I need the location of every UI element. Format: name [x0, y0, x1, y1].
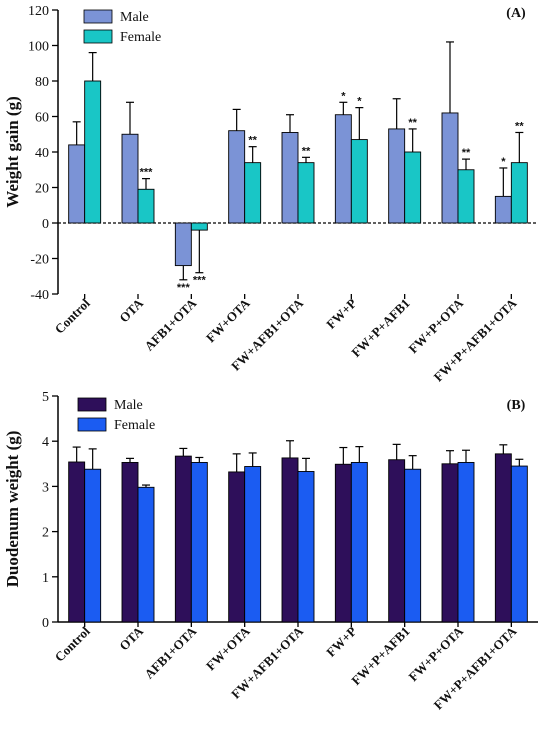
bar-female — [137, 188, 155, 224]
bar-male — [494, 453, 512, 623]
legend-label-male: Male — [120, 10, 149, 25]
y-tick-label: 20 — [35, 182, 49, 197]
bar-male — [334, 114, 352, 224]
legend-label-female: Female — [120, 30, 161, 45]
bar-male — [441, 112, 459, 224]
bar-male — [334, 463, 352, 623]
legend-swatch-male — [83, 9, 113, 24]
significance-label: * — [341, 90, 346, 102]
legend-label-male: Male — [114, 398, 143, 413]
bar-female — [510, 465, 528, 623]
y-tick-label: 1 — [42, 571, 49, 586]
y-axis-title: Duodenum weight (g) — [3, 431, 22, 588]
bar-male — [228, 130, 246, 224]
bar-male — [121, 461, 139, 623]
bar-male — [281, 457, 299, 623]
x-tick-label: Control — [52, 623, 93, 664]
x-tick-label: Control — [52, 295, 93, 336]
y-tick-label: 40 — [35, 146, 49, 161]
y-tick-label: -40 — [30, 288, 49, 303]
legend-swatch-male — [77, 397, 107, 412]
bar-female — [404, 151, 422, 224]
significance-label: *** — [140, 167, 154, 179]
x-tick-label: AFB1+OTA — [141, 295, 199, 353]
x-tick-label: OTA — [116, 295, 146, 325]
significance-label: ** — [462, 147, 471, 159]
bar-male — [494, 195, 512, 224]
bar-male — [174, 455, 192, 623]
significance-label: * — [357, 96, 362, 108]
significance-label: ** — [302, 145, 311, 157]
significance-label: *** — [177, 282, 191, 294]
y-tick-label: 0 — [42, 616, 49, 631]
chart-panel-a: -40 -20 0 20 40 60 80 100 120 Weight gain (g) (A) C… — [3, 4, 538, 384]
bar-male — [281, 132, 299, 224]
bar-female — [244, 162, 262, 224]
bar-female — [84, 80, 102, 224]
bar-female — [137, 486, 155, 623]
panel-label: (A) — [506, 6, 526, 21]
bar-female — [190, 222, 208, 231]
x-tick-label: FW+P — [323, 295, 359, 331]
y-tick-label: 2 — [42, 526, 49, 541]
bar-male — [68, 144, 86, 224]
chart-panel-b: 0 1 2 3 4 5 Duodenum weight (g) (B) Control OTAAF… — [3, 390, 538, 712]
bar-female — [297, 162, 315, 224]
bar-male — [174, 222, 192, 267]
panel-label: (B) — [507, 398, 526, 413]
significance-label: ** — [408, 117, 417, 129]
bar-female — [190, 461, 208, 623]
bar-male — [228, 471, 246, 623]
bar-female — [84, 468, 102, 623]
bar-female — [350, 461, 368, 623]
y-tick-label: 5 — [42, 390, 49, 405]
bar-female — [244, 466, 262, 623]
bar-female — [510, 162, 528, 224]
y-tick-label: 60 — [35, 111, 49, 126]
y-tick-label: -20 — [30, 253, 49, 268]
bar-male — [441, 463, 459, 623]
y-axis-title: Weight gain (g) — [3, 96, 22, 207]
significance-label: * — [501, 156, 506, 168]
bar-female — [457, 461, 475, 623]
bar-female — [350, 139, 368, 224]
y-tick-label: 120 — [28, 4, 49, 19]
bar-male — [388, 459, 406, 623]
bar-male — [121, 133, 139, 224]
bar-female — [404, 468, 422, 623]
bar-male — [68, 461, 86, 623]
significance-label: *** — [193, 275, 207, 287]
x-tick-label: FW+OTA — [203, 295, 253, 345]
y-tick-label: 3 — [42, 480, 49, 495]
y-tick-label: 100 — [28, 40, 49, 55]
x-tick-label: AFB1+OTA — [141, 623, 199, 681]
bar-female — [457, 169, 475, 224]
x-tick-label: FW+OTA — [203, 623, 253, 673]
bar-female — [297, 471, 315, 623]
legend-swatch-female — [77, 417, 107, 432]
bar-male — [388, 128, 406, 224]
x-tick-label: OTA — [116, 623, 146, 653]
y-tick-label: 4 — [42, 435, 49, 450]
x-tick-label: FW+P — [323, 623, 359, 659]
significance-label: ** — [248, 135, 257, 147]
legend-label-female: Female — [114, 418, 155, 433]
y-tick-label: 80 — [35, 75, 49, 90]
legend-swatch-female — [83, 29, 113, 44]
significance-label: ** — [515, 120, 524, 132]
y-tick-label: 0 — [42, 217, 49, 232]
